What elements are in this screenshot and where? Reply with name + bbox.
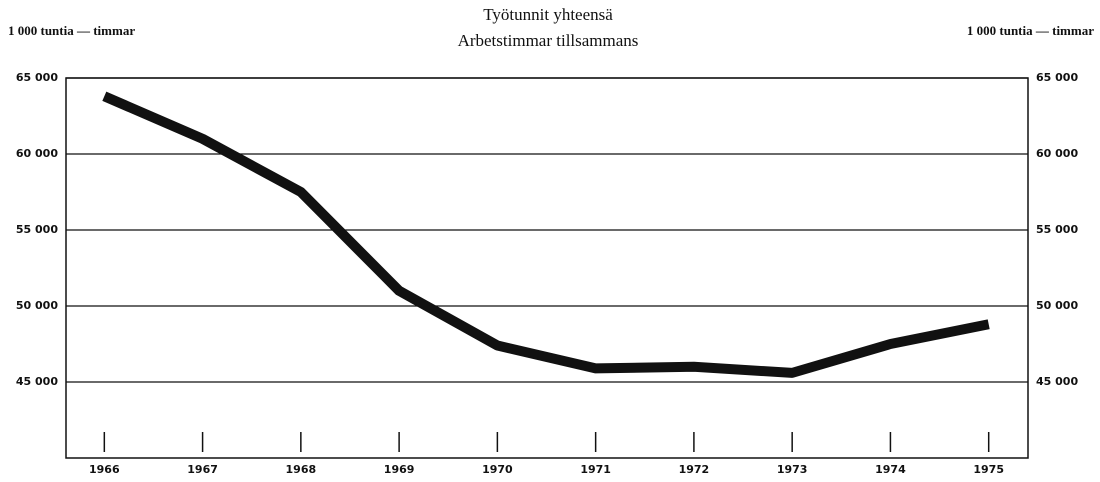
y2-tick-label: 55 000 [1036,223,1078,236]
y2-axis-label: 1 000 tuntia — timmar [967,23,1094,38]
x-tick-label: 1969 [384,463,415,476]
x-tick-label: 1972 [679,463,710,476]
y2-tick-label: 65 000 [1036,71,1078,84]
x-tick-label: 1967 [187,463,218,476]
chart-title: Työtunnit yhteensä [483,5,613,24]
y-tick-label: 50 000 [16,299,58,312]
x-tick-label: 1971 [580,463,611,476]
y2-tick-label: 45 000 [1036,375,1078,388]
x-tick-label: 1968 [286,463,317,476]
x-tick-label: 1974 [875,463,906,476]
x-tick-label: 1973 [777,463,808,476]
chart-subtitle: Arbetstimmar tillsammans [458,31,639,50]
y-tick-label: 45 000 [16,375,58,388]
x-tick-label: 1966 [89,463,120,476]
y-tick-label: 60 000 [16,147,58,160]
plot-frame [65,77,1029,459]
x-tick-label: 1970 [482,463,513,476]
x-tick-label: 1975 [973,463,1004,476]
data-line [102,91,990,378]
y2-tick-label: 60 000 [1036,147,1078,160]
y-tick-label: 55 000 [16,223,58,236]
y2-tick-label: 50 000 [1036,299,1078,312]
y-tick-label: 65 000 [16,71,58,84]
y-axis-label: 1 000 tuntia — timmar [8,23,135,38]
